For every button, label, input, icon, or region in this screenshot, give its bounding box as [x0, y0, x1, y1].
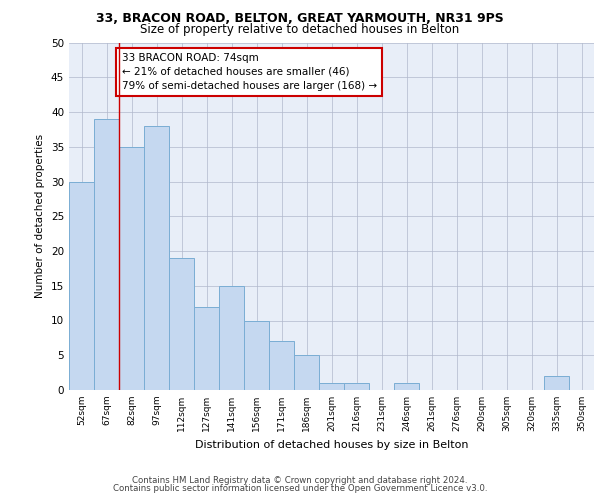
- Bar: [94, 119, 119, 390]
- Text: Contains public sector information licensed under the Open Government Licence v3: Contains public sector information licen…: [113, 484, 487, 493]
- Bar: [169, 258, 194, 390]
- Text: Contains HM Land Registry data © Crown copyright and database right 2024.: Contains HM Land Registry data © Crown c…: [132, 476, 468, 485]
- Text: Size of property relative to detached houses in Belton: Size of property relative to detached ho…: [140, 22, 460, 36]
- Bar: [144, 126, 169, 390]
- X-axis label: Distribution of detached houses by size in Belton: Distribution of detached houses by size …: [195, 440, 468, 450]
- Bar: [344, 383, 369, 390]
- Text: 33, BRACON ROAD, BELTON, GREAT YARMOUTH, NR31 9PS: 33, BRACON ROAD, BELTON, GREAT YARMOUTH,…: [96, 12, 504, 26]
- Text: 33 BRACON ROAD: 74sqm
← 21% of detached houses are smaller (46)
79% of semi-deta: 33 BRACON ROAD: 74sqm ← 21% of detached …: [121, 53, 377, 91]
- Bar: [319, 383, 344, 390]
- Bar: [544, 376, 569, 390]
- Bar: [219, 286, 244, 390]
- Y-axis label: Number of detached properties: Number of detached properties: [35, 134, 46, 298]
- Bar: [294, 355, 319, 390]
- Bar: [244, 320, 269, 390]
- Bar: [269, 342, 294, 390]
- Bar: [119, 147, 144, 390]
- Bar: [394, 383, 419, 390]
- Bar: [69, 182, 94, 390]
- Bar: [194, 306, 219, 390]
